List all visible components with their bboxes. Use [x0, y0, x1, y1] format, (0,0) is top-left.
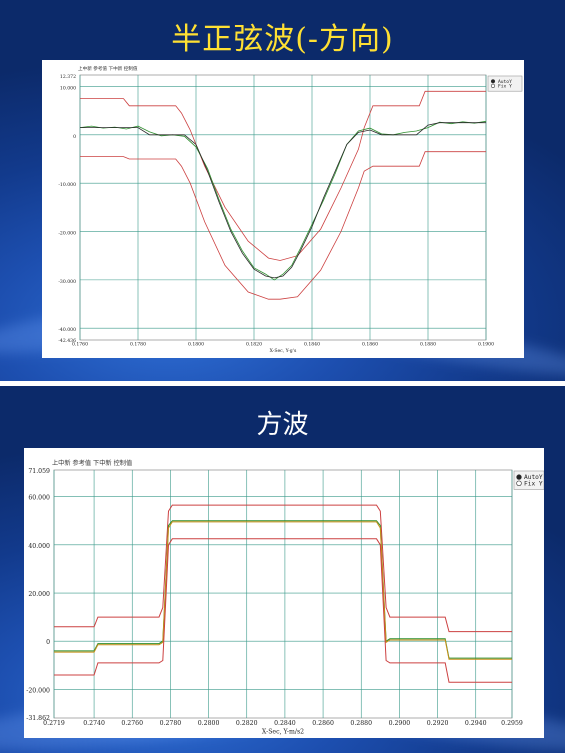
y-tick-label: 10.000 [60, 85, 76, 91]
x-tick-label: 0.2920 [427, 720, 449, 727]
x-tick-label: 0.2880 [350, 720, 372, 727]
series-line [80, 122, 486, 279]
plot-frame [79, 74, 487, 341]
x-tick-label: 0.2760 [121, 720, 143, 727]
square-wave-chart: 上中新 参考值 下中新 控制值 0.2719 0.2740 0.2760 0.2780 0… [24, 448, 544, 738]
y-tick-label: 20.000 [28, 591, 50, 598]
series-line [80, 151, 486, 300]
slide-title: 方波 [256, 410, 309, 440]
x-tick-label: 0.1900 [478, 342, 494, 348]
y-scale-radio-0 [490, 79, 496, 84]
series-line [54, 520, 512, 659]
y-scale-option-label: Fix Y [524, 480, 543, 487]
x-tick-label: 0.1840 [304, 342, 320, 348]
y-scale-option-label: Fix Y [498, 83, 512, 89]
half-sine-chart: 上中新 参考值 下中新 控制值 0.1760 0.1780 0.1800 0.1820 0… [42, 60, 524, 358]
x-tick-label: 0.2800 [198, 720, 220, 727]
y-tick-label: -20.000 [26, 687, 50, 694]
x-tick-label: 0.2820 [236, 720, 258, 727]
x-tick-label: 0.2860 [312, 720, 334, 727]
x-tick-label: 0.1880 [420, 342, 436, 348]
plot-frame [53, 469, 513, 719]
y-min-label: -31.862 [26, 715, 50, 722]
x-tick-label: 0.2740 [83, 720, 105, 727]
y-tick-label: -10.000 [58, 182, 76, 188]
y-scale-radio-0 [516, 474, 522, 480]
y-scale-option-box [513, 470, 544, 490]
y-scale-option-box [487, 75, 523, 92]
x-tick-label: 0.2900 [389, 720, 411, 727]
y-max-label: 71.059 [28, 468, 50, 475]
y-tick-label: -40.000 [58, 327, 76, 333]
slide-separator [0, 381, 565, 386]
x-tick-label: 0.2719 [43, 720, 65, 727]
y-scale-radio-1 [490, 83, 496, 88]
x-tick-label: 0.2940 [465, 720, 487, 727]
x-axis-label: X-Sec, Y-g's [270, 348, 297, 354]
y-tick-label: -30.000 [58, 279, 76, 285]
y-scale-radio-1 [516, 480, 522, 486]
y-tick-label: 0 [73, 134, 76, 140]
series-line [54, 521, 512, 660]
x-tick-label: 0.1760 [72, 342, 88, 348]
y-tick-label: 40.000 [28, 543, 50, 550]
slide-title: 半正弦波(-方向) [171, 22, 394, 57]
x-axis-label: X-Sec, Y-m/s2 [262, 728, 304, 735]
x-tick-label: 0.2959 [501, 720, 523, 727]
y-min-label: -42.436 [58, 338, 76, 344]
x-tick-label: 0.1860 [362, 342, 378, 348]
series-line [54, 504, 512, 633]
y-scale-option-label: AutoY [524, 474, 543, 481]
y-tick-label: -20.000 [58, 231, 76, 237]
y-tick-label: 60.000 [28, 495, 50, 502]
x-tick-label: 0.2840 [274, 720, 296, 727]
slide-square-wave: 方波 上中新 参考值 下中新 控制值 0.2719 0.2740 0.2760 0.27… [0, 386, 565, 753]
slide-half-sine: 半正弦波(-方向) 上中新 参考值 下中新 控制值 0.1760 0.1780 0.1… [0, 0, 565, 381]
series-line [80, 90, 486, 261]
y-tick-label: 0 [46, 639, 50, 646]
legend-header: 上中新 参考值 下中新 控制值 [78, 65, 138, 72]
y-max-label: 12.372 [60, 74, 76, 80]
y-scale-option-label: AutoY [498, 79, 512, 85]
series-line [79, 120, 487, 281]
x-tick-label: 0.1820 [246, 342, 262, 348]
legend-header: 上中新 参考值 下中新 控制值 [52, 459, 132, 467]
series-line [54, 538, 512, 683]
x-tick-label: 0.1780 [130, 342, 146, 348]
x-tick-label: 0.1800 [188, 342, 204, 348]
x-tick-label: 0.2780 [160, 720, 182, 727]
